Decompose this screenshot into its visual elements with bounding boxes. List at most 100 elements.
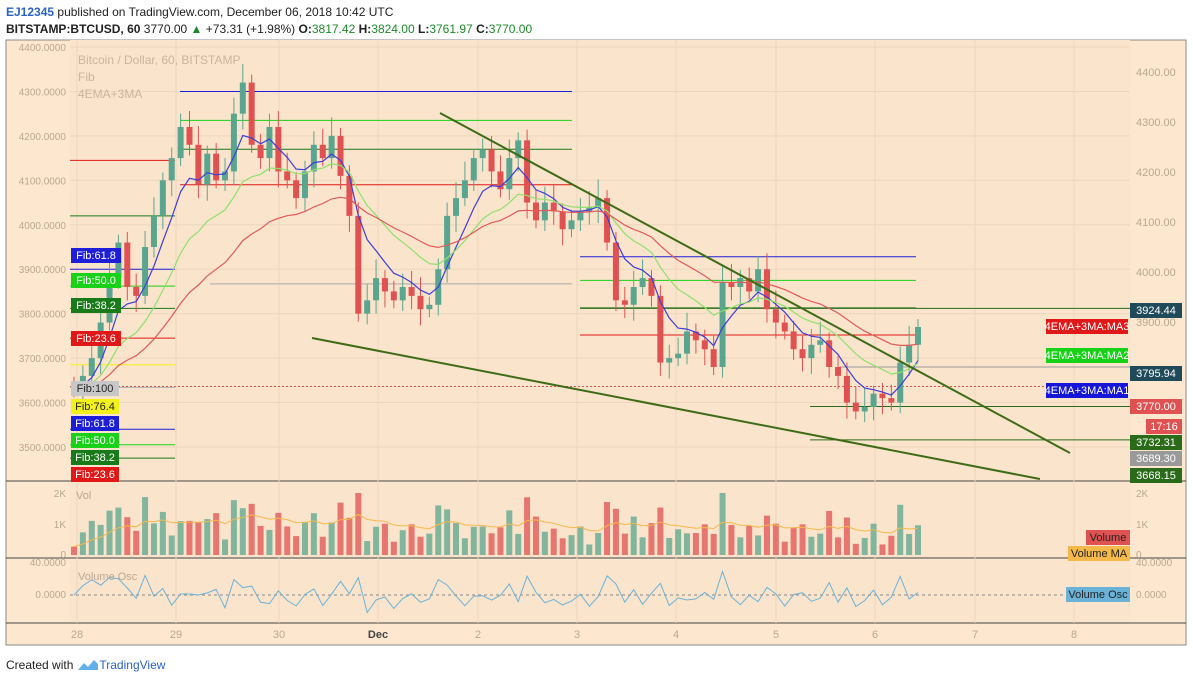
candle-body xyxy=(213,153,220,181)
price-marker: 3795.94 xyxy=(1130,366,1182,381)
symbol-name: BITSTAMP:BTCUSD, 60 xyxy=(6,22,141,36)
right-axis-tick: 4000.00 xyxy=(1136,267,1176,279)
volume-axis-tick: 2K xyxy=(54,489,67,500)
x-axis-tick: 3 xyxy=(574,629,580,641)
volume-bar xyxy=(799,524,806,555)
fib-tag-lower: Fib:50.0 xyxy=(71,433,119,448)
volume-bar xyxy=(870,523,877,555)
fib-tag-lower-text: Fib:50.0 xyxy=(75,435,115,447)
created-with-text: Created with xyxy=(6,658,74,672)
symbol-info: BITSTAMP:BTCUSD, 60 3770.00 ▲ +73.31 (+1… xyxy=(6,22,532,36)
candle-body xyxy=(772,309,779,323)
right-axis-tick: 4100.00 xyxy=(1136,217,1176,229)
fib-tag-upper: Fib:38.2 xyxy=(71,298,121,313)
legend-item: Bitcoin / Dollar, 60, BITSTAMP xyxy=(78,53,241,67)
volume-bar xyxy=(88,520,95,555)
price-marker-bg xyxy=(1130,303,1182,318)
candle-body xyxy=(373,278,380,301)
candle-body xyxy=(586,207,593,212)
volume-bar xyxy=(577,526,584,555)
price-marker: 3668.15 xyxy=(1130,468,1182,483)
left-axis-tick: 4200.0000 xyxy=(19,132,67,143)
volume-bar xyxy=(595,532,602,555)
candle-body xyxy=(470,158,477,181)
candle-body xyxy=(612,242,619,301)
candle-body xyxy=(701,340,708,350)
candle-body xyxy=(177,127,184,159)
candle-body xyxy=(461,180,468,199)
low-value: 3761.97 xyxy=(429,22,473,36)
candle-body xyxy=(266,127,273,159)
candle-body xyxy=(168,158,175,181)
x-axis-tick: Dec xyxy=(368,629,388,641)
price-marker-bg xyxy=(1130,399,1182,414)
fib-tag-upper-bg xyxy=(71,273,121,288)
candle-body xyxy=(630,287,637,305)
volume-bar xyxy=(763,515,770,555)
left-axis-tick: 4300.0000 xyxy=(19,87,67,98)
volume-ma-line xyxy=(73,513,919,548)
fib-tag-lower-bg xyxy=(71,467,119,482)
tradingview-link[interactable]: TradingView xyxy=(77,658,165,672)
price-marker-text: 3668.15 xyxy=(1136,470,1176,482)
price-marker-bg xyxy=(1046,348,1128,363)
close-label: C: xyxy=(476,22,489,36)
fib-tag-lower: Fib:38.2 xyxy=(71,450,119,465)
candle-body xyxy=(915,327,921,345)
volume-bar xyxy=(71,546,77,555)
candle-body xyxy=(293,180,300,199)
price-marker: 4EMA+3MA:MA2 xyxy=(1045,348,1129,363)
volume-marker-text: Volume xyxy=(1090,532,1127,544)
volume-bar xyxy=(728,524,735,555)
left-axis-tick: 3600.0000 xyxy=(19,399,67,410)
candle-body xyxy=(799,349,806,359)
candle-body xyxy=(559,211,566,230)
fib-tag-lower-bg xyxy=(71,450,119,465)
price-marker-text: 17:16 xyxy=(1150,421,1178,433)
candle-body xyxy=(186,127,193,145)
candle-body xyxy=(399,287,406,301)
x-axis-tick: 2 xyxy=(475,629,481,641)
price-marker-text: 3770.00 xyxy=(1136,401,1176,413)
candle-body xyxy=(506,158,513,190)
volume-bar xyxy=(888,535,895,555)
volume-bar xyxy=(159,511,166,555)
price-marker-bg xyxy=(1130,435,1182,450)
candle-body xyxy=(888,398,895,403)
volume-bar xyxy=(506,510,513,555)
x-axis-tick: 4 xyxy=(673,629,679,641)
upper-trendline xyxy=(439,112,1071,454)
candle-body xyxy=(524,140,531,203)
price-marker-bg xyxy=(1130,451,1182,466)
right-axis-tick: 4200.00 xyxy=(1136,167,1176,179)
right-axis-tick: 4300.00 xyxy=(1136,117,1176,129)
volume-osc-line xyxy=(73,569,919,614)
fib-tag-upper: Fib:61.8 xyxy=(71,248,121,263)
ema-slow-line xyxy=(73,196,919,390)
volume-bar xyxy=(266,529,273,555)
ema-fast-line xyxy=(73,134,919,396)
fib-tag-lower-text: Fib:23.6 xyxy=(75,469,115,481)
volume-bar xyxy=(381,523,388,555)
x-axis-tick: 8 xyxy=(1071,629,1077,641)
volume-bar xyxy=(692,532,699,555)
volume-bar xyxy=(435,505,442,555)
volume-bar xyxy=(843,517,850,555)
volume-bar xyxy=(337,502,344,555)
volume-bar xyxy=(684,533,691,555)
last-price: 3770.00 xyxy=(143,22,188,36)
candle-body xyxy=(604,198,611,243)
volume-bar xyxy=(879,544,886,555)
candle-body xyxy=(346,175,353,216)
author-name[interactable]: EJ12345 xyxy=(6,5,55,19)
candle-body xyxy=(781,322,788,332)
volume-bar xyxy=(524,497,531,555)
fib-tag-upper: Fib:50.0 xyxy=(71,273,121,288)
candle-body xyxy=(133,287,140,296)
left-axis-tick: 3800.0000 xyxy=(19,310,67,321)
fib-tag-upper-bg xyxy=(71,248,121,263)
volume-right-axis-tick: 0 xyxy=(1136,550,1142,561)
volume-bar xyxy=(195,522,202,555)
candle-body xyxy=(906,344,913,363)
